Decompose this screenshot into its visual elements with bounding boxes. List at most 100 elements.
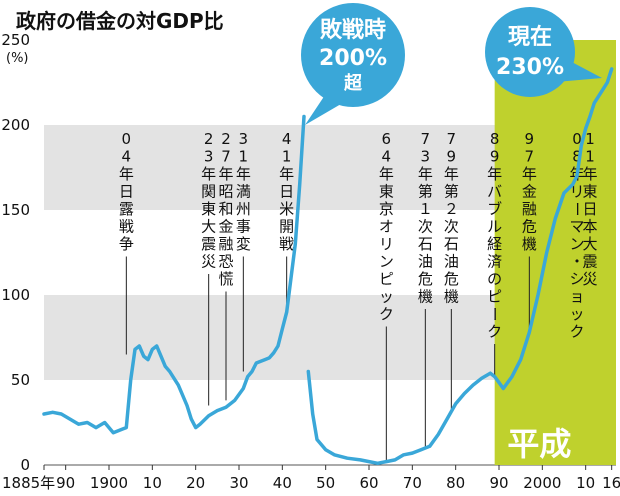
annotation-char: 次 (444, 218, 459, 236)
annotation-char: ・ (569, 253, 584, 271)
annotation-char: 年 (487, 165, 502, 183)
x-tick-label: 1885年 (2, 474, 55, 492)
callout-text: 230% (496, 55, 564, 80)
callout-text: 200% (319, 46, 387, 71)
x-tick-label: 2000 (523, 474, 561, 492)
callout-bubbles: 敗戦時 200%超 現在 230% (301, 3, 602, 125)
annotation-char: の (487, 270, 502, 288)
annotation-char: 露 (119, 200, 134, 218)
annotation-char: 7 (447, 130, 457, 148)
annotation-char: リ (569, 183, 584, 201)
annotation-char: 京 (379, 200, 394, 218)
series-line (42, 67, 614, 466)
annotation-char: 大 (582, 235, 597, 253)
annotation-char: 2 (221, 130, 231, 148)
annotation-char: 融 (218, 235, 233, 253)
annotation-char: 和 (218, 200, 233, 218)
annotation-char: ク (487, 323, 502, 341)
annotation-char: ２ (444, 200, 459, 218)
annotation-char: 昭 (218, 183, 233, 201)
y-tick-label: 250 (1, 31, 30, 49)
annotation-char: 関 (201, 183, 216, 201)
x-tick-label: 16 (602, 474, 620, 492)
annotation-char: 1 (239, 148, 249, 166)
annotation-char: 8 (490, 130, 500, 148)
annotation-char: 金 (218, 218, 233, 236)
annotation-char: 危 (444, 270, 459, 288)
annotation-char: ク (379, 305, 394, 323)
annotation-char: 年 (418, 165, 433, 183)
annotation-char: 6 (382, 130, 392, 148)
annotation-char: ン (379, 253, 394, 271)
annotation-char: 変 (236, 235, 251, 253)
annotation-char: 済 (487, 253, 502, 271)
annotation-char: 9 (447, 148, 457, 166)
annotation-char: ョ (569, 288, 584, 306)
x-tick-label: 30 (229, 474, 248, 492)
annotation-char: 年 (522, 165, 537, 183)
annotation-char: ピ (379, 270, 394, 288)
callout-bubble: 現在 230% (485, 7, 602, 97)
annotation-char: 3 (239, 130, 249, 148)
annotation-char: ー (568, 201, 586, 216)
annotation-char: 機 (418, 288, 433, 306)
annotation-char: 年 (279, 165, 294, 183)
callout-text: 超 (344, 72, 363, 94)
annotation-char: 戦 (279, 235, 294, 253)
x-tick-label: 20 (186, 474, 205, 492)
y-tick-label: 0 (20, 456, 30, 474)
annotation-char: 0 (122, 130, 132, 148)
annotation-char: 危 (522, 218, 537, 236)
annotation-char: 年 (582, 165, 597, 183)
y-unit-label: (%) (6, 51, 29, 66)
annotation-char: 0 (572, 130, 582, 148)
x-tick-label: 40 (273, 474, 292, 492)
annotation-char: マ (569, 218, 584, 236)
annotation-char: ッ (379, 288, 394, 306)
annotation-char: 7 (421, 130, 431, 148)
heisei-label: 平成 (507, 425, 571, 463)
annotation-char: ル (487, 218, 502, 236)
annotation-char: 年 (218, 165, 233, 183)
annotation-char: ピ (487, 288, 502, 306)
annotation-char: 震 (582, 253, 597, 271)
callout-text: 現在 (508, 24, 552, 50)
annotation-char: 機 (522, 235, 537, 253)
x-tick-label: 1900 (90, 474, 128, 492)
annotation-char: 日 (582, 200, 597, 218)
annotation-char: 年 (444, 165, 459, 183)
annotation-char: リ (379, 235, 394, 253)
x-tick-label: 10 (576, 474, 595, 492)
callout-text: 敗戦時 (320, 18, 386, 43)
x-axis-ticks: 1885年 90 1900 10 20 30 40 50 60 70 80 90 2000 10 16 (2, 465, 620, 492)
annotation-char: ン (569, 235, 584, 253)
annotation-char: 9 (525, 130, 535, 148)
annotation-char: 災 (201, 253, 216, 271)
annotation-char: 災 (582, 270, 597, 288)
annotation-char: 油 (418, 253, 433, 271)
y-axis-ticks: 0 50 100 150 200 250 (1, 31, 30, 474)
annotation-char: 開 (279, 218, 294, 236)
annotation-char: 4 (122, 148, 132, 166)
x-tick-label: 80 (446, 474, 465, 492)
annotation-char: １ (418, 200, 433, 218)
event-annotations: 04年日露戦争23年関東大震災27年昭和金融恐慌31年満州事変41年日米開戦64… (119, 130, 598, 462)
annotation-char: 年 (119, 165, 134, 183)
annotation-char: 石 (444, 235, 459, 253)
annotation-char: ク (569, 323, 584, 341)
annotation-char: 東 (201, 200, 216, 218)
annotation-char: 恐 (218, 253, 233, 271)
annotation-char: 危 (418, 270, 433, 288)
annotation-char: 1 (585, 148, 595, 166)
annotation-char: 3 (204, 148, 214, 166)
x-tick-label: 60 (359, 474, 378, 492)
series-segment (42, 114, 306, 435)
series-segment (306, 67, 614, 466)
annotation-char: 融 (522, 200, 537, 218)
x-tick-label: 90 (56, 474, 75, 492)
